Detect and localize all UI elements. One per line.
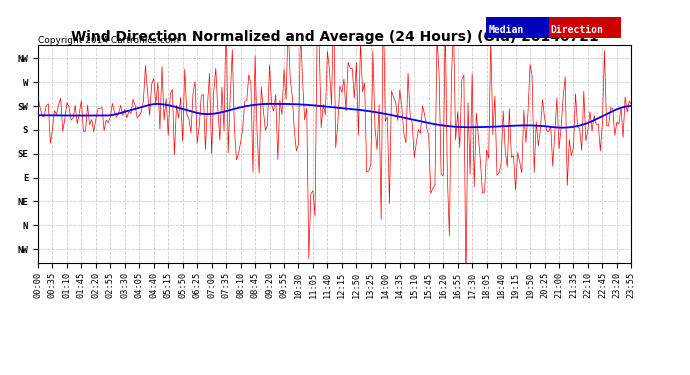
Text: Median: Median: [489, 25, 524, 34]
Text: Copyright 2014 Cartronics.com: Copyright 2014 Cartronics.com: [38, 36, 179, 45]
Text: Direction: Direction: [551, 25, 604, 34]
Title: Wind Direction Normalized and Average (24 Hours) (Old) 20140721: Wind Direction Normalized and Average (2…: [71, 30, 598, 44]
